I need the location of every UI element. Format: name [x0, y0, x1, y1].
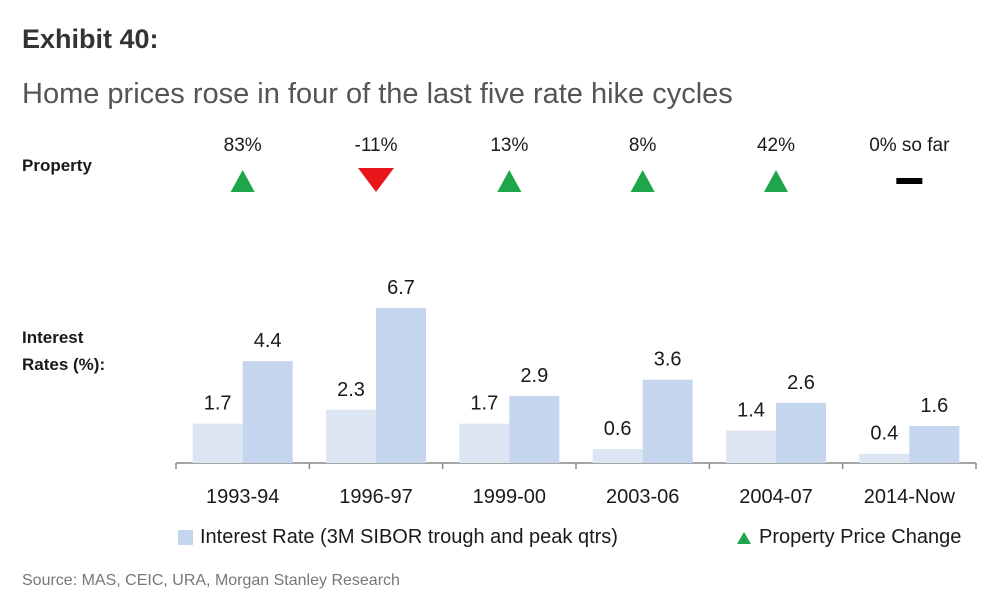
x-tick-label-1999-00: 1999-00 [473, 486, 546, 508]
bar-trough-2004-07 [726, 430, 776, 463]
chart-title: Home prices rose in four of the last fiv… [22, 78, 733, 110]
property-change-label-2014-Now: 0% so far [869, 135, 950, 156]
bar-peak-1999-00 [509, 395, 560, 463]
data-label-peak-2003-06: 3.6 [654, 349, 682, 371]
data-label-trough-2004-07: 1.4 [737, 400, 765, 422]
down-triangle-icon [358, 168, 394, 192]
bar-trough-1999-00 [459, 423, 510, 463]
property-change-label-1993-94: 83% [224, 135, 262, 156]
bar-peak-2003-06 [642, 379, 693, 463]
legend-swatch [178, 530, 193, 545]
x-tick-label-1996-97: 1996-97 [339, 486, 412, 508]
source-note: Source: MAS, CEIC, URA, Morgan Stanley R… [22, 572, 400, 589]
data-label-trough-2014-Now: 0.4 [870, 423, 898, 445]
x-tick-label-1993-94: 1993-94 [206, 486, 279, 508]
up-triangle-icon [764, 170, 788, 192]
up-triangle-icon [497, 170, 522, 192]
bar-peak-2014-Now [909, 425, 960, 463]
x-tick-label-2004-07: 2004-07 [739, 486, 812, 508]
x-tick-label-2003-06: 2003-06 [606, 486, 679, 508]
bar-peak-1996-97 [376, 307, 426, 463]
property-change-label-1999-00: 13% [490, 135, 528, 156]
data-label-peak-1993-94: 4.4 [254, 330, 282, 352]
interest-label-line1: Interest [22, 328, 84, 347]
bar-peak-2004-07 [776, 402, 826, 463]
property-row-label: Property [22, 156, 92, 175]
bar-peak-1993-94 [242, 361, 293, 463]
up-triangle-icon [630, 170, 655, 192]
property-change-label-2004-07: 42% [757, 135, 795, 156]
data-label-peak-2004-07: 2.6 [787, 372, 815, 394]
property-change-label-1996-97: -11% [355, 135, 398, 156]
interest-row-label: Interest Rates (%): [22, 324, 105, 378]
legend-up-triangle-icon [737, 531, 751, 544]
data-label-trough-1996-97: 2.3 [337, 379, 365, 401]
data-label-trough-1993-94: 1.7 [204, 393, 232, 415]
bar-trough-1996-97 [326, 409, 376, 463]
data-label-peak-2014-Now: 1.6 [920, 395, 948, 417]
exhibit-label: Exhibit 40: [22, 24, 159, 54]
bar-trough-2014-Now [859, 453, 910, 463]
legend-property-change: Property Price Change [737, 526, 961, 549]
up-triangle-icon [230, 170, 255, 192]
flat-dash-icon [896, 178, 923, 184]
property-change-label-2003-06: 8% [629, 135, 657, 156]
interest-label-line2: Rates (%): [22, 355, 106, 374]
data-label-peak-1996-97: 6.7 [387, 277, 415, 299]
data-label-trough-2003-06: 0.6 [604, 418, 632, 440]
data-label-peak-1999-00: 2.9 [520, 365, 548, 387]
bar-trough-2003-06 [592, 449, 643, 463]
legend-property-change-label: Property Price Change [759, 526, 962, 548]
x-tick-label-2014-Now: 2014-Now [864, 486, 956, 508]
data-label-trough-1999-00: 1.7 [470, 393, 498, 415]
legend-interest-rate-label: Interest Rate (3M SIBOR trough and peak … [200, 526, 618, 548]
bar-trough-1993-94 [192, 423, 243, 463]
legend-interest-rate: Interest Rate (3M SIBOR trough and peak … [178, 526, 618, 549]
